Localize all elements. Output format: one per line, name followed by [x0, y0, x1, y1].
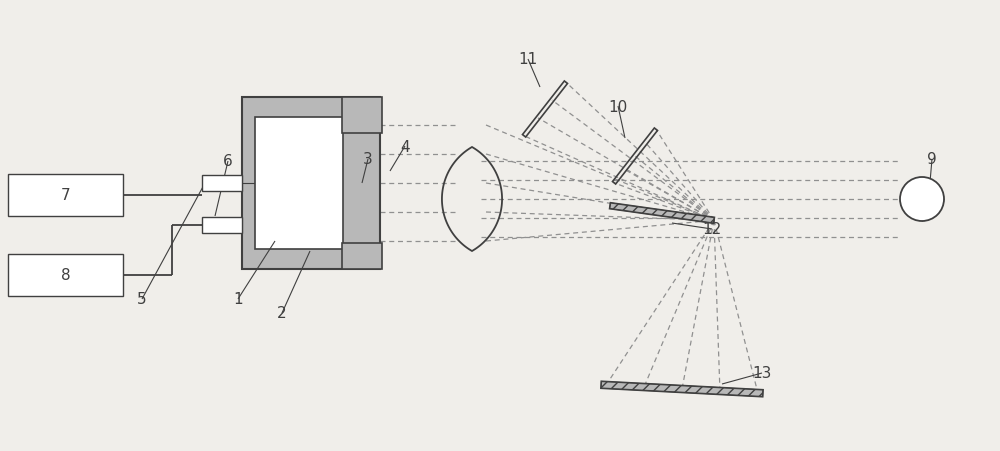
- Text: 3: 3: [363, 152, 373, 167]
- Text: 4: 4: [400, 139, 410, 154]
- Text: 1: 1: [233, 292, 243, 307]
- Bar: [255, 118, 343, 249]
- Bar: [202, 217, 242, 234]
- Bar: [202, 175, 242, 192]
- Text: 9: 9: [927, 152, 937, 167]
- Bar: [242, 98, 380, 269]
- Text: 10: 10: [608, 99, 628, 114]
- Text: 12: 12: [702, 222, 722, 237]
- Text: 7: 7: [61, 188, 70, 203]
- Polygon shape: [610, 203, 714, 224]
- Text: 6: 6: [223, 154, 233, 169]
- Circle shape: [900, 178, 944, 221]
- Text: 11: 11: [518, 52, 538, 67]
- Text: 5: 5: [137, 292, 147, 307]
- Bar: [342, 98, 382, 133]
- Bar: [8, 175, 123, 216]
- Text: 13: 13: [752, 366, 772, 381]
- Bar: [342, 244, 382, 269]
- Polygon shape: [601, 382, 763, 397]
- Text: 2: 2: [277, 306, 287, 321]
- Bar: [8, 254, 123, 296]
- Text: 8: 8: [61, 268, 70, 283]
